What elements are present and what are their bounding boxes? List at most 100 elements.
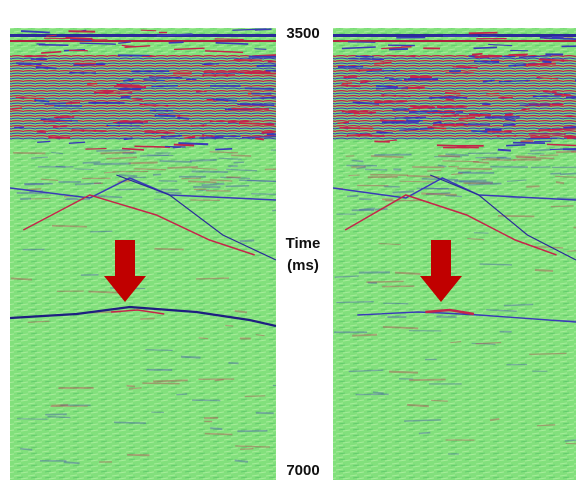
texture xyxy=(254,49,266,50)
texture xyxy=(140,318,154,319)
texture xyxy=(498,150,511,151)
texture xyxy=(147,155,173,156)
texture xyxy=(251,194,278,195)
texture xyxy=(508,54,527,55)
texture xyxy=(457,169,492,170)
texture xyxy=(191,125,207,126)
texture xyxy=(475,56,503,57)
texture xyxy=(54,117,74,118)
texture xyxy=(445,93,460,94)
texture xyxy=(359,199,371,200)
texture xyxy=(65,38,92,39)
texture xyxy=(20,449,32,450)
texture xyxy=(376,86,398,87)
texture xyxy=(395,117,426,118)
texture xyxy=(352,160,364,161)
axis-top-label: 3500 xyxy=(286,25,319,42)
texture xyxy=(226,186,249,187)
texture xyxy=(370,175,408,176)
texture xyxy=(433,122,441,123)
texture xyxy=(366,281,403,282)
texture xyxy=(37,141,50,142)
texture xyxy=(94,164,131,165)
texture xyxy=(409,380,446,381)
texture xyxy=(554,94,570,95)
texture xyxy=(116,189,145,190)
texture xyxy=(96,150,130,151)
axis-bottom-label: 7000 xyxy=(286,462,319,479)
texture xyxy=(389,372,418,373)
texture xyxy=(66,103,80,104)
texture xyxy=(431,400,448,401)
texture xyxy=(468,184,501,185)
texture xyxy=(174,145,194,146)
texture xyxy=(339,41,360,42)
texture xyxy=(537,425,555,426)
texture xyxy=(459,182,493,183)
seismic-panel-right xyxy=(333,28,576,480)
texture xyxy=(506,145,525,146)
texture xyxy=(349,70,382,71)
texture xyxy=(341,85,361,86)
texture xyxy=(419,433,430,434)
texture xyxy=(407,405,429,406)
texture xyxy=(121,97,131,98)
texture xyxy=(266,71,302,72)
texture xyxy=(124,138,133,139)
texture xyxy=(368,177,398,178)
texture xyxy=(244,73,278,74)
texture xyxy=(343,77,357,78)
texture xyxy=(190,160,217,161)
texture xyxy=(90,231,112,232)
texture xyxy=(240,240,255,241)
texture xyxy=(354,113,376,114)
texture xyxy=(550,173,561,174)
texture xyxy=(385,78,394,79)
texture xyxy=(239,123,274,124)
texture xyxy=(228,121,249,122)
texture xyxy=(400,181,434,182)
texture xyxy=(551,206,574,207)
texture xyxy=(433,124,468,125)
texture xyxy=(535,270,553,271)
texture xyxy=(516,156,536,157)
texture xyxy=(99,93,132,94)
texture xyxy=(336,302,373,303)
texture xyxy=(10,40,276,42)
texture xyxy=(128,163,157,164)
texture xyxy=(202,64,219,65)
texture xyxy=(240,449,253,450)
axis-title: (ms) xyxy=(287,257,319,274)
texture xyxy=(143,80,164,81)
texture xyxy=(165,146,186,147)
texture xyxy=(437,106,467,107)
texture xyxy=(149,77,182,78)
texture xyxy=(474,61,499,62)
texture xyxy=(542,61,551,62)
texture xyxy=(134,146,170,147)
texture xyxy=(513,143,545,144)
texture xyxy=(556,182,564,183)
texture xyxy=(30,198,50,199)
texture xyxy=(503,124,515,125)
texture xyxy=(531,167,551,168)
texture xyxy=(262,132,276,133)
texture xyxy=(523,64,555,65)
texture xyxy=(74,169,93,170)
texture xyxy=(567,137,576,138)
texture xyxy=(106,125,140,126)
texture xyxy=(255,138,264,139)
texture xyxy=(441,115,459,116)
texture xyxy=(383,303,408,304)
texture xyxy=(245,88,274,89)
texture xyxy=(192,171,228,172)
texture xyxy=(348,175,359,176)
texture xyxy=(176,394,187,395)
texture xyxy=(352,335,377,336)
texture xyxy=(154,249,183,250)
texture xyxy=(389,49,408,50)
seismic-panel-left xyxy=(10,28,304,480)
texture xyxy=(421,193,456,194)
page: {"axis": {"top": "3500", "title": ["Time… xyxy=(0,0,576,495)
texture xyxy=(210,428,222,429)
